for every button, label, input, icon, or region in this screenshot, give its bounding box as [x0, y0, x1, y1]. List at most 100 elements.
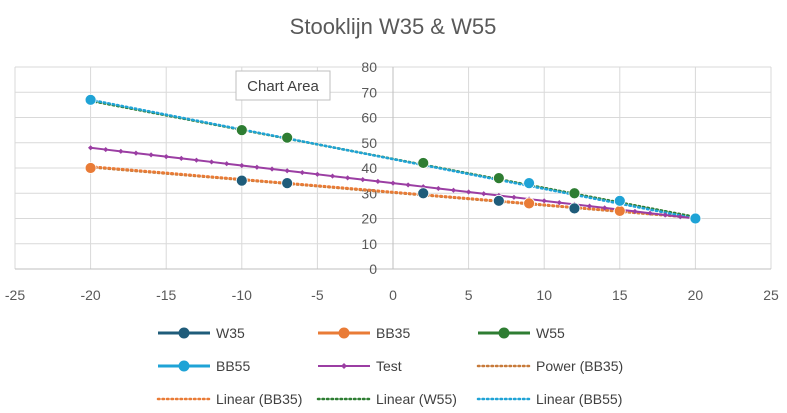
point-bb55 [689, 212, 702, 225]
x-tick-label-25: 25 [763, 287, 779, 303]
point-test [390, 180, 396, 186]
y-tick-label-0: 0 [369, 261, 377, 277]
axes: -25 -20 -15 -10 -5 0 5 10 15 20 25 0 10 20 30 40 50 60 70 8… [5, 59, 779, 303]
point-test [466, 189, 472, 195]
legend-label-linear-bb35: Linear (BB35) [216, 391, 302, 407]
legend-item-bb35: BB35 [318, 325, 410, 341]
point-test [602, 205, 608, 211]
legend-marker-bb35 [338, 327, 350, 339]
point-test [360, 177, 366, 183]
legend-marker-bb55 [178, 360, 190, 372]
point-test [148, 152, 154, 158]
point-bb35 [84, 162, 97, 174]
point-test [163, 154, 169, 160]
y-tick-label-40: 40 [361, 160, 377, 176]
y-tick-label-30: 30 [361, 185, 377, 201]
point-test [511, 194, 517, 200]
legend-item-linear-bb55: Linear (BB55) [476, 391, 622, 407]
legend-label-w55: W55 [536, 325, 565, 341]
x-tick-label-15: -15 [156, 287, 176, 303]
legend-item-w35: W35 [158, 325, 245, 341]
legend-item-linear-bb35: Linear (BB35) [156, 391, 302, 407]
point-w35 [417, 187, 430, 200]
point-bb55 [84, 93, 97, 106]
point-w55 [568, 187, 581, 200]
point-test [632, 208, 638, 215]
series-w55 [235, 124, 581, 200]
legend-label-w35: W35 [216, 325, 245, 341]
point-test [586, 203, 593, 209]
trendline-linear-bb35 [89, 165, 697, 219]
point-test [254, 164, 260, 170]
legend-marker-test [341, 363, 347, 369]
point-w55 [417, 157, 430, 169]
point-test [450, 187, 457, 193]
tooltip-text: Chart Area [247, 78, 319, 95]
point-w35 [492, 194, 505, 207]
x-tick-label-5: -5 [311, 287, 324, 303]
point-test [481, 191, 487, 197]
point-test [677, 214, 683, 220]
x-tick-label-20: 20 [688, 287, 704, 303]
trendlines [89, 98, 697, 220]
y-tick-label-20: 20 [361, 211, 377, 227]
x-tick-label-20: -20 [80, 287, 100, 303]
y-tick-label-70: 70 [361, 84, 377, 100]
point-test [178, 155, 184, 162]
point-test [133, 150, 139, 156]
point-test [435, 185, 441, 192]
point-test [647, 210, 653, 216]
point-test [556, 199, 562, 206]
trendline-linear-bb55 [89, 98, 697, 220]
legend-label-linear-bb55: Linear (BB55) [536, 391, 622, 407]
series-bb35 [84, 162, 626, 217]
legend-item-linear-w55: Linear (W55) [316, 391, 457, 407]
legend-label-linear-w55: Linear (W55) [376, 391, 457, 407]
point-test [193, 157, 200, 163]
chart-title: Stooklijn W35 & W55 [290, 14, 497, 39]
point-bb55 [613, 194, 626, 207]
point-test [208, 159, 215, 165]
series-group [84, 93, 702, 225]
x-tick-label-5: 5 [465, 287, 473, 303]
x-tick-label-25: -25 [5, 287, 25, 303]
point-test [345, 175, 351, 181]
point-w35 [568, 202, 581, 215]
legend-label-power-bb35: Power (BB35) [536, 358, 623, 374]
point-test [224, 161, 230, 167]
point-bb55 [523, 177, 535, 190]
legend-item-test: Test [318, 358, 402, 374]
point-w55 [281, 131, 294, 144]
point-test [541, 198, 547, 204]
point-test [88, 145, 94, 151]
x-tick-label-15: 15 [612, 287, 628, 303]
point-w35 [235, 174, 248, 187]
legend-label-bb55: BB55 [216, 358, 250, 374]
point-test [239, 162, 245, 169]
point-test [118, 148, 124, 154]
legend-marker-w55 [498, 327, 510, 339]
tooltip-box [235, 70, 331, 101]
x-tick-label-10: -10 [232, 287, 252, 303]
series-bb55 [84, 93, 702, 225]
legend-marker-w35 [178, 327, 190, 339]
legend-label-bb35: BB35 [376, 325, 410, 341]
x-tick-label-0: 0 [389, 287, 397, 303]
point-test [284, 168, 290, 174]
point-test [405, 182, 411, 188]
y-tick-label-50: 50 [361, 135, 377, 151]
point-test [314, 171, 320, 177]
y-tick-label-60: 60 [361, 110, 377, 126]
legend: W35 BB35 W55 BB55 Test Power (BB35) Linear (BB… [156, 325, 623, 407]
point-test [662, 212, 668, 218]
point-w55 [235, 124, 248, 137]
legend-label-test: Test [376, 358, 402, 374]
point-test [103, 146, 109, 153]
point-test [269, 166, 275, 172]
point-w55 [492, 172, 505, 185]
chart-area-tooltip: Chart Area [235, 70, 331, 101]
x-tick-label-10: 10 [536, 287, 552, 303]
point-test [375, 178, 381, 184]
point-test [329, 173, 336, 179]
